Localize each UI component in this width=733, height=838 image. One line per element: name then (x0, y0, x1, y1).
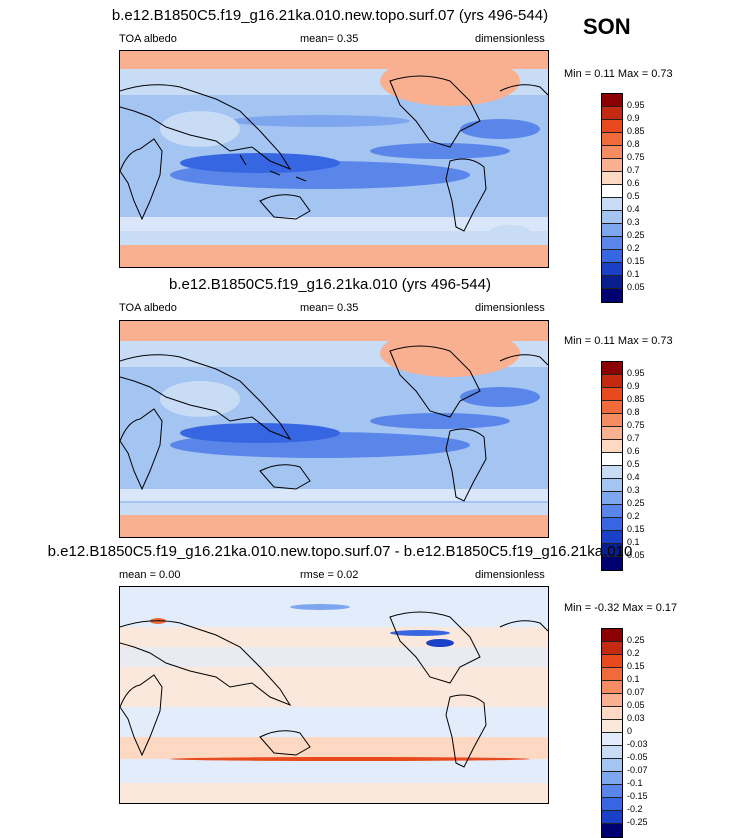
panel-3-minmax: Min = -0.32 Max = 0.17 (564, 602, 678, 614)
panel-3-mean: mean = 0.00 (119, 569, 181, 581)
colorbar-label: 0.8 (627, 407, 640, 417)
colorbar-label: -0.1 (627, 778, 643, 788)
colorbar-label: 0.05 (627, 700, 645, 710)
colorbar-label: 0.3 (627, 485, 640, 495)
panel-3-colorbar-labels: 0.25 0.2 0.15 0.1 0.07 0.05 0.03 0 -0.03… (627, 634, 648, 829)
panel-2-units: dimensionless (475, 302, 545, 314)
colorbar-label: 0.15 (627, 661, 645, 671)
colorbar-label: 0.25 (627, 635, 645, 645)
panel-1-map (119, 50, 549, 268)
colorbar-label: 0.25 (627, 230, 645, 240)
colorbar-label: -0.05 (627, 752, 648, 762)
colorbar-label: 0.4 (627, 204, 640, 214)
panel-2-variable: TOA albedo (119, 302, 177, 314)
panel-3-title: b.e12.B1850C5.f19_g16.21ka.010.new.topo.… (47, 543, 633, 560)
panel-2-map (119, 320, 549, 538)
colorbar-label: 0.07 (627, 687, 645, 697)
colorbar-label: 0.15 (627, 256, 645, 266)
panel-2-mean: mean= 0.35 (300, 302, 359, 314)
colorbar-label: 0.3 (627, 217, 640, 227)
colorbar-label: 0.8 (627, 139, 640, 149)
panel-1-variable: TOA albedo (119, 33, 177, 45)
colorbar-label: 0.2 (627, 511, 640, 521)
panel-1-minmax: Min = 0.11 Max = 0.73 (564, 68, 673, 80)
colorbar-label: 0.05 (627, 282, 645, 292)
colorbar-label: 0.9 (627, 113, 640, 123)
panel-1-colorbar (601, 93, 623, 303)
colorbar-label: 0.15 (627, 524, 645, 534)
colorbar-label: 0.1 (627, 674, 640, 684)
panel-1-mean: mean= 0.35 (300, 33, 359, 45)
panel-1-colorbar-labels: 0.95 0.9 0.85 0.8 0.75 0.7 0.6 0.5 0.4 0… (627, 99, 645, 294)
colorbar-label: -0.07 (627, 765, 648, 775)
panel-3-map (119, 586, 549, 804)
colorbar-label: 0.25 (627, 498, 645, 508)
colorbar-label: 0.1 (627, 269, 640, 279)
colorbar-label: 0.85 (627, 394, 645, 404)
colorbar-label: 0.1 (627, 537, 640, 547)
colorbar-label: 0.5 (627, 191, 640, 201)
colorbar-label: 0.6 (627, 178, 640, 188)
colorbar-label: 0.9 (627, 381, 640, 391)
panel-2-colorbar (601, 361, 623, 571)
colorbar-label: 0.95 (627, 368, 645, 378)
colorbar-label: 0.95 (627, 100, 645, 110)
panel-3-units: dimensionless (475, 569, 545, 581)
colorbar-label: 0.7 (627, 433, 640, 443)
colorbar-label: -0.15 (627, 791, 648, 801)
colorbar-label: 0.4 (627, 472, 640, 482)
season-label: SON (583, 14, 631, 39)
colorbar-label: 0.05 (627, 550, 645, 560)
panel-1-title: b.e12.B1850C5.f19_g16.21ka.010.new.topo.… (111, 7, 549, 24)
panel-2-title: b.e12.B1850C5.f19_g16.21ka.010 (yrs 496-… (169, 276, 491, 293)
panel-1-units: dimensionless (475, 33, 545, 45)
colorbar-label: 0.5 (627, 459, 640, 469)
colorbar-label: 0.75 (627, 152, 645, 162)
colorbar-label: -0.25 (627, 817, 648, 827)
panel-2-minmax: Min = 0.11 Max = 0.73 (564, 335, 673, 347)
colorbar-label: -0.03 (627, 739, 648, 749)
colorbar-label: 0 (627, 726, 633, 736)
colorbar-label: 0.85 (627, 126, 645, 136)
colorbar-label: -0.2 (627, 804, 643, 814)
panel-3-rmse: rmse = 0.02 (300, 569, 359, 581)
colorbar-label: 0.7 (627, 165, 640, 175)
colorbar-label: 0.2 (627, 648, 640, 658)
colorbar-label: 0.2 (627, 243, 640, 253)
panel-2-colorbar-labels: 0.95 0.9 0.85 0.8 0.75 0.7 0.6 0.5 0.4 0… (627, 367, 645, 562)
colorbar-label: 0.75 (627, 420, 645, 430)
colorbar-label: 0.03 (627, 713, 645, 723)
colorbar-label: 0.6 (627, 446, 640, 456)
